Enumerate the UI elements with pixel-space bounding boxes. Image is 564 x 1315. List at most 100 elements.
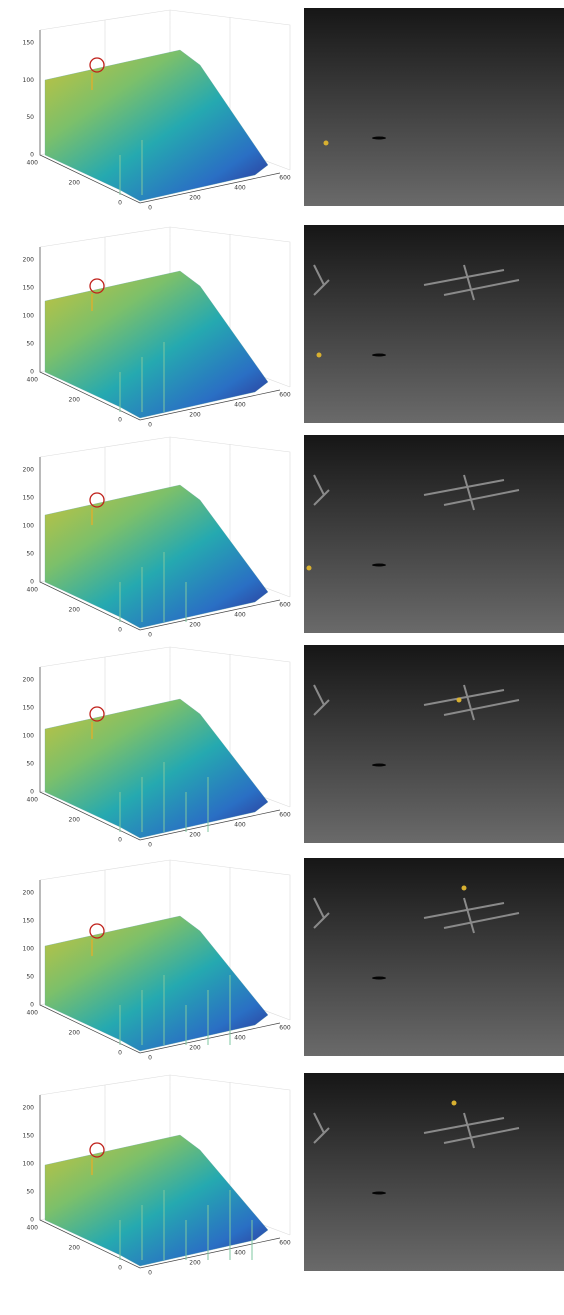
- y-tick-label: 0: [118, 837, 122, 844]
- z-tick-label: 50: [26, 1189, 34, 1196]
- x-tick-label: 200: [189, 1260, 201, 1267]
- y-tick-label: 400: [27, 377, 39, 384]
- x-tick-label: 600: [279, 602, 291, 609]
- frame-image: [304, 435, 564, 633]
- z-tick-label: 0: [30, 579, 34, 586]
- target-marker: [457, 698, 462, 703]
- x-tick-label: 200: [189, 832, 201, 839]
- z-tick-label: 50: [26, 551, 34, 558]
- x-tick-label: 600: [279, 175, 291, 182]
- y-tick-label: 200: [69, 1030, 81, 1037]
- z-tick-label: 50: [26, 974, 34, 981]
- x-tick-label: 0: [148, 422, 152, 429]
- x-tick-label: 400: [234, 612, 246, 619]
- dark-streak: [372, 564, 386, 567]
- frame-image: [304, 645, 564, 843]
- y-tick-label: 200: [69, 1245, 81, 1252]
- z-tick-label: 100: [23, 77, 35, 84]
- z-tick-label: 200: [23, 677, 35, 684]
- z-tick-label: 150: [23, 1133, 35, 1140]
- target-marker: [462, 886, 467, 891]
- y-tick-label: 400: [27, 797, 39, 804]
- z-tick-label: 0: [30, 152, 34, 159]
- y-tick-label: 0: [118, 1050, 122, 1057]
- z-tick-label: 100: [23, 523, 35, 530]
- surface: [45, 50, 268, 201]
- frame-image: [304, 8, 564, 206]
- z-tick-label: 200: [23, 467, 35, 474]
- figure: 1501005004002000020040060020015010050040…: [0, 0, 564, 1311]
- image-background: [304, 645, 564, 843]
- x-tick-label: 600: [279, 812, 291, 819]
- z-tick-label: 50: [26, 341, 34, 348]
- target-marker: [317, 353, 322, 358]
- x-tick-label: 0: [148, 632, 152, 639]
- z-tick-label: 200: [23, 1105, 35, 1112]
- z-tick-label: 150: [23, 495, 35, 502]
- dark-streak: [372, 1192, 386, 1195]
- x-tick-label: 200: [189, 622, 201, 629]
- x-tick-label: 400: [234, 1035, 246, 1042]
- x-tick-label: 600: [279, 1240, 291, 1247]
- y-tick-label: 200: [69, 817, 81, 824]
- x-tick-label: 0: [148, 1055, 152, 1062]
- x-tick-label: 0: [148, 205, 152, 212]
- x-tick-label: 600: [279, 392, 291, 399]
- target-marker: [452, 1101, 457, 1106]
- y-tick-label: 0: [118, 417, 122, 424]
- frame-image: [304, 1073, 564, 1271]
- image-background: [304, 858, 564, 1056]
- z-tick-label: 100: [23, 946, 35, 953]
- x-tick-label: 400: [234, 822, 246, 829]
- row: 20015010050040020000200400600: [23, 645, 564, 849]
- z-tick-label: 150: [23, 918, 35, 925]
- y-tick-label: 400: [27, 160, 39, 167]
- x-tick-label: 200: [189, 412, 201, 419]
- dark-streak: [372, 764, 386, 767]
- dark-streak: [372, 977, 386, 980]
- y-tick-label: 200: [69, 607, 81, 614]
- image-background: [304, 8, 564, 206]
- z-tick-label: 150: [23, 285, 35, 292]
- dark-streak: [372, 354, 386, 357]
- image-background: [304, 225, 564, 423]
- z-tick-label: 100: [23, 1161, 35, 1168]
- page: 1501005004002000020040060020015010050040…: [0, 0, 564, 1311]
- y-tick-label: 0: [118, 200, 122, 207]
- z-tick-label: 0: [30, 789, 34, 796]
- z-tick-label: 100: [23, 733, 35, 740]
- dark-streak: [372, 137, 386, 140]
- x-tick-label: 400: [234, 1250, 246, 1257]
- x-tick-label: 400: [234, 185, 246, 192]
- z-tick-label: 150: [23, 40, 35, 47]
- x-tick-label: 200: [189, 1045, 201, 1052]
- image-background: [304, 1073, 564, 1271]
- z-tick-label: 0: [30, 369, 34, 376]
- surface-plot: 20015010050040020000200400600: [23, 227, 291, 429]
- target-marker: [307, 566, 312, 571]
- y-tick-label: 200: [69, 180, 81, 187]
- target-marker: [324, 141, 329, 146]
- z-tick-label: 150: [23, 705, 35, 712]
- z-tick-label: 100: [23, 313, 35, 320]
- x-tick-label: 200: [189, 195, 201, 202]
- x-tick-label: 400: [234, 402, 246, 409]
- z-tick-label: 200: [23, 257, 35, 264]
- x-tick-label: 600: [279, 1025, 291, 1032]
- x-tick-label: 0: [148, 1270, 152, 1277]
- frame-image: [304, 225, 564, 423]
- y-tick-label: 400: [27, 1225, 39, 1232]
- z-tick-label: 50: [26, 114, 34, 121]
- y-tick-label: 400: [27, 587, 39, 594]
- z-tick-label: 50: [26, 761, 34, 768]
- z-tick-label: 0: [30, 1002, 34, 1009]
